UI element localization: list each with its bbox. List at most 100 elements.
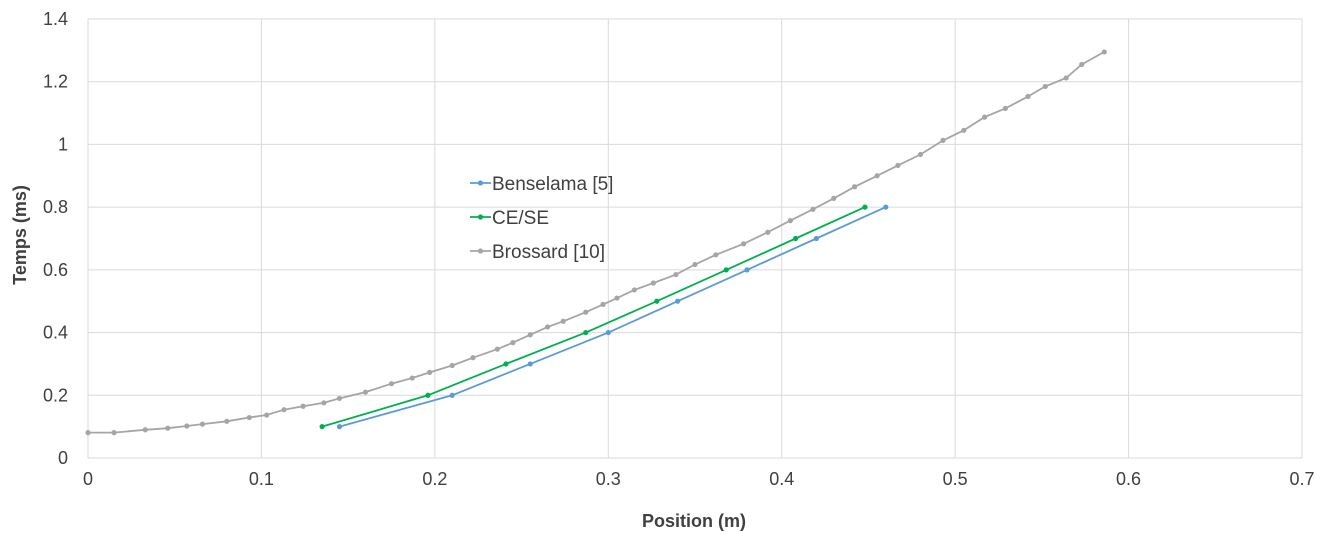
data-point bbox=[650, 280, 656, 286]
x-tick-label: 0.3 bbox=[596, 469, 621, 489]
legend-marker bbox=[477, 248, 484, 254]
series-benselama-5 bbox=[336, 204, 889, 430]
data-point bbox=[982, 114, 988, 120]
legend-item: Brossard [10] bbox=[470, 242, 605, 263]
data-point bbox=[600, 301, 606, 307]
y-tick-label: 1 bbox=[58, 134, 68, 154]
data-point bbox=[362, 389, 369, 395]
data-point bbox=[1042, 83, 1048, 90]
data-point bbox=[449, 392, 455, 398]
x-tick-label: 0.2 bbox=[422, 469, 447, 489]
series-line bbox=[88, 51, 1105, 434]
legend-item: Benselama [5] bbox=[470, 174, 613, 195]
data-point bbox=[692, 261, 698, 268]
data-point bbox=[713, 252, 719, 258]
data-point bbox=[246, 414, 252, 421]
x-axis-title: Position (m) bbox=[642, 511, 746, 531]
gridlines bbox=[87, 18, 1303, 459]
y-tick-label: 0 bbox=[58, 448, 68, 468]
data-point bbox=[831, 195, 837, 201]
legend-label: CE/SE bbox=[492, 208, 549, 229]
data-point bbox=[654, 298, 660, 304]
data-point bbox=[165, 425, 171, 431]
data-point bbox=[1025, 93, 1031, 100]
data-point bbox=[1101, 49, 1107, 55]
data-point bbox=[1079, 61, 1085, 68]
data-point bbox=[792, 235, 799, 242]
data-point bbox=[813, 235, 820, 242]
data-point bbox=[388, 381, 395, 387]
data-point bbox=[142, 427, 148, 433]
data-point bbox=[85, 430, 91, 436]
data-point bbox=[961, 127, 967, 133]
x-tick-label: 0.7 bbox=[1289, 469, 1314, 489]
data-point bbox=[605, 329, 611, 336]
tick-labels: 0 0.1 0.2 0.3 0.4 0.5 0.6 0.7 0 0.2 0.4 0.6 0.8 1 1.2 1… bbox=[43, 9, 1315, 489]
data-point bbox=[765, 229, 771, 235]
data-point bbox=[740, 241, 747, 247]
data-point bbox=[560, 318, 566, 324]
data-point bbox=[940, 137, 946, 143]
data-point bbox=[883, 204, 889, 210]
data-point bbox=[527, 361, 533, 367]
x-tick-label: 0 bbox=[83, 469, 93, 489]
x-tick-label: 0.1 bbox=[249, 469, 274, 489]
data-point bbox=[583, 309, 589, 315]
data-point bbox=[917, 151, 924, 158]
data-point bbox=[264, 412, 270, 418]
y-tick-label: 1.4 bbox=[43, 9, 68, 29]
y-tick-label: 0.6 bbox=[43, 260, 68, 280]
data-point bbox=[874, 173, 880, 179]
data-point bbox=[409, 375, 415, 381]
y-tick-label: 0.8 bbox=[43, 197, 68, 217]
data-point bbox=[810, 206, 816, 212]
data-point bbox=[470, 355, 476, 361]
data-point bbox=[224, 418, 230, 424]
legend-item: CE/SE bbox=[470, 208, 549, 229]
data-point bbox=[895, 162, 901, 169]
data-point bbox=[544, 324, 551, 330]
data-point bbox=[449, 362, 455, 369]
data-point bbox=[281, 407, 287, 413]
data-point bbox=[199, 421, 206, 427]
data-point bbox=[321, 400, 327, 406]
data-point bbox=[111, 430, 117, 436]
data-point bbox=[614, 295, 620, 301]
x-tick-label: 0.5 bbox=[943, 469, 968, 489]
y-tick-label: 0.2 bbox=[43, 385, 68, 405]
y-axis-title: Temps (ms) bbox=[10, 185, 30, 285]
data-point bbox=[744, 267, 750, 273]
data-point bbox=[425, 392, 431, 398]
series-line bbox=[339, 206, 887, 428]
data-point bbox=[1063, 75, 1069, 81]
data-point bbox=[503, 361, 509, 367]
legend-label: Benselama [5] bbox=[492, 174, 613, 195]
y-tick-label: 1.2 bbox=[43, 72, 68, 92]
data-point bbox=[336, 395, 343, 402]
legend-marker bbox=[477, 180, 484, 186]
data-point bbox=[184, 423, 190, 429]
data-point bbox=[510, 340, 516, 346]
data-point bbox=[527, 332, 533, 338]
data-point bbox=[675, 298, 681, 304]
data-point bbox=[319, 424, 325, 430]
legend-marker bbox=[477, 214, 484, 220]
series-brossard-10 bbox=[85, 49, 1107, 436]
series-line bbox=[321, 206, 866, 428]
legend-label: Brossard [10] bbox=[492, 242, 605, 263]
data-point bbox=[673, 271, 679, 278]
data-point bbox=[494, 346, 500, 352]
data-point bbox=[723, 267, 729, 273]
data-point bbox=[787, 218, 793, 224]
legend: Benselama [5] CE/SE Brossard [10] bbox=[470, 174, 613, 263]
series-ce-se bbox=[319, 204, 868, 430]
data-point bbox=[851, 184, 858, 190]
x-tick-label: 0.6 bbox=[1116, 469, 1141, 489]
data-point bbox=[427, 369, 433, 375]
x-tick-label: 0.4 bbox=[769, 469, 794, 489]
series-layer bbox=[85, 49, 1107, 436]
data-point bbox=[1002, 105, 1009, 111]
data-point bbox=[631, 287, 637, 293]
data-point bbox=[336, 424, 343, 430]
